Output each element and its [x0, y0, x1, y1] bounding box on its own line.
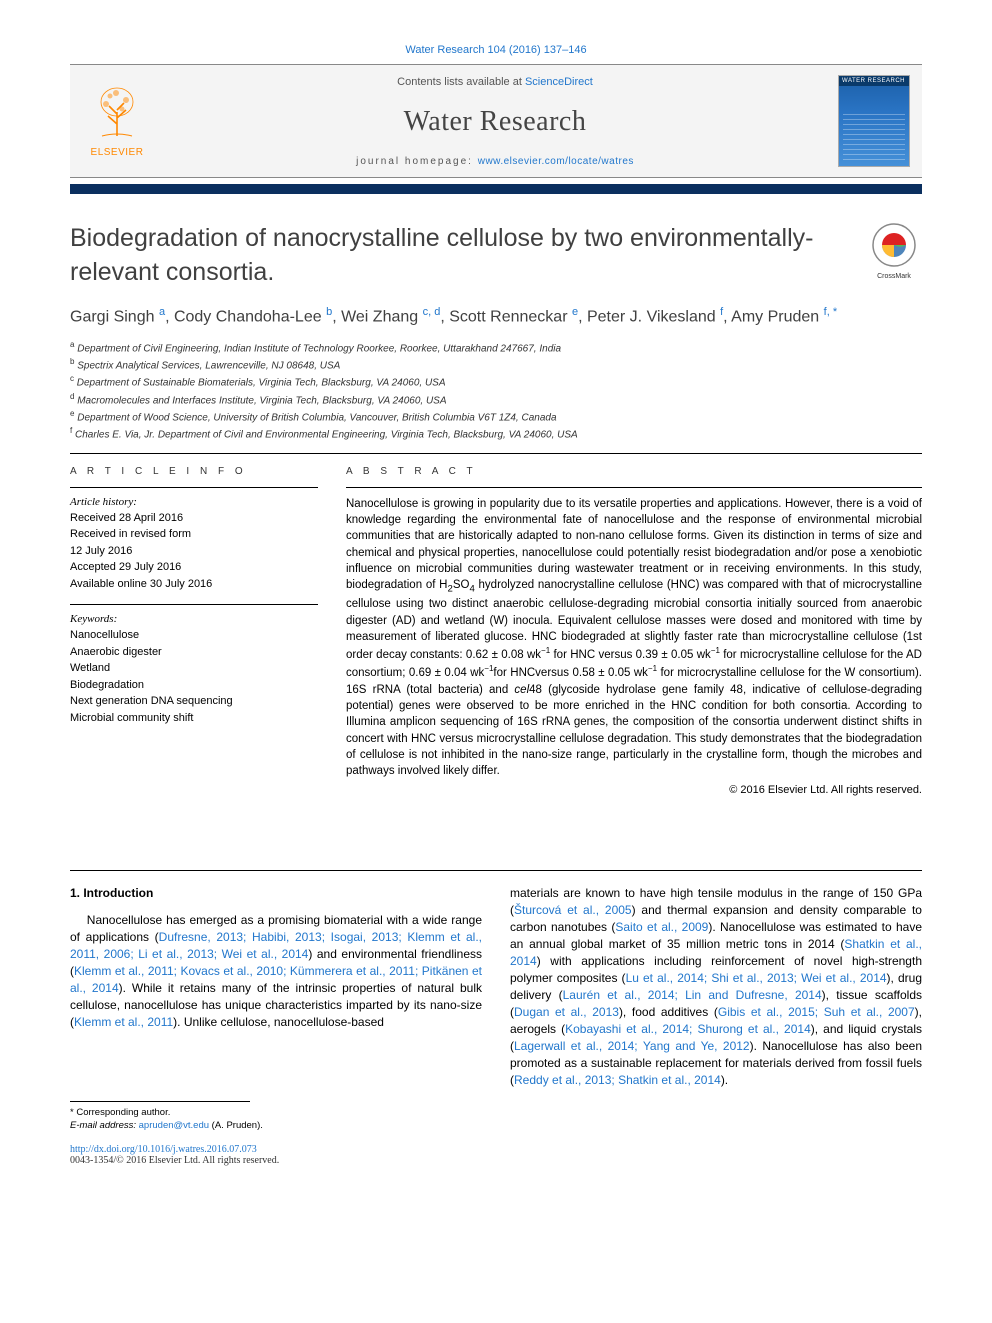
affiliations: a Department of Civil Engineering, India…: [70, 339, 922, 443]
history-item: Available online 30 July 2016: [70, 576, 318, 593]
article-history: Received 28 April 2016Received in revise…: [70, 510, 318, 593]
journal-cover-thumbnail: WATER RESEARCH: [838, 75, 910, 167]
keyword-item: Microbial community shift: [70, 710, 318, 727]
journal-header: ELSEVIER Contents lists available at Sci…: [70, 64, 922, 178]
sciencedirect-link[interactable]: ScienceDirect: [525, 76, 593, 88]
info-rule: [70, 487, 318, 488]
affiliation-line: d Macromolecules and Interfaces Institut…: [70, 391, 922, 408]
header-rule: [70, 184, 922, 194]
intro-heading: 1. Introduction: [70, 885, 482, 902]
intro-paragraph-1: Nanocellulose has emerged as a promising…: [70, 912, 482, 1031]
keyword-item: Wetland: [70, 660, 318, 677]
journal-name: Water Research: [152, 106, 838, 138]
keyword-item: Next generation DNA sequencing: [70, 693, 318, 710]
keywords-label: Keywords:: [70, 613, 318, 625]
abstract-label: A B S T R A C T: [346, 466, 922, 477]
publisher-logo: ELSEVIER: [82, 84, 152, 158]
article-title: Biodegradation of nanocrystalline cellul…: [70, 222, 850, 290]
keyword-item: Nanocellulose: [70, 627, 318, 644]
content-rule: [70, 453, 922, 454]
info-rule-2: [70, 604, 318, 605]
email-after: (A. Pruden).: [209, 1120, 263, 1131]
article-info-label: A R T I C L E I N F O: [70, 466, 318, 477]
elsevier-tree-icon: [94, 84, 140, 140]
affiliation-line: e Department of Wood Science, University…: [70, 408, 922, 425]
crossmark-label: CrossMark: [866, 273, 922, 280]
keywords-list: NanocelluloseAnaerobic digesterWetlandBi…: [70, 627, 318, 726]
history-item: Accepted 29 July 2016: [70, 559, 318, 576]
history-label: Article history:: [70, 496, 318, 508]
footer-copyright: 0043-1354/© 2016 Elsevier Ltd. All right…: [70, 1155, 922, 1166]
email-label: E-mail address:: [70, 1120, 139, 1131]
citation-line: Water Research 104 (2016) 137–146: [70, 44, 922, 56]
abstract-text: Nanocellulose is growing in popularity d…: [346, 496, 922, 780]
intro-paragraph-2: materials are known to have high tensile…: [510, 885, 922, 1089]
keyword-item: Biodegradation: [70, 677, 318, 694]
affiliation-line: b Spectrix Analytical Services, Lawrence…: [70, 356, 922, 373]
history-item: Received 28 April 2016: [70, 510, 318, 527]
homepage-link[interactable]: www.elsevier.com/locate/watres: [478, 156, 634, 167]
history-item: Received in revised form: [70, 526, 318, 543]
corresponding-label: * Corresponding author.: [70, 1106, 482, 1119]
history-item: 12 July 2016: [70, 543, 318, 560]
keyword-item: Anaerobic digester: [70, 644, 318, 661]
homepage-prefix: journal homepage:: [356, 156, 478, 167]
affiliation-line: c Department of Sustainable Biomaterials…: [70, 373, 922, 390]
journal-homepage-line: journal homepage: www.elsevier.com/locat…: [152, 156, 838, 167]
body-rule: [70, 870, 922, 871]
doi-link[interactable]: http://dx.doi.org/10.1016/j.watres.2016.…: [70, 1144, 922, 1155]
corresponding-author-block: * Corresponding author. E-mail address: …: [70, 1101, 482, 1133]
contents-prefix: Contents lists available at: [397, 76, 525, 88]
publisher-name: ELSEVIER: [82, 147, 152, 158]
corresponding-email[interactable]: apruden@vt.edu: [139, 1120, 209, 1131]
contents-available-line: Contents lists available at ScienceDirec…: [152, 76, 838, 88]
crossmark-badge[interactable]: CrossMark: [866, 222, 922, 280]
cover-label: WATER RESEARCH: [839, 76, 909, 86]
body-columns: 1. Introduction Nanocellulose has emerge…: [70, 885, 922, 1133]
affiliation-line: f Charles E. Via, Jr. Department of Civi…: [70, 425, 922, 442]
abstract-rule: [346, 487, 922, 488]
affiliation-line: a Department of Civil Engineering, India…: [70, 339, 922, 356]
crossmark-icon: [871, 222, 917, 268]
author-list: Gargi Singh a, Cody Chandoha-Lee b, Wei …: [70, 304, 922, 329]
abstract-copyright: © 2016 Elsevier Ltd. All rights reserved…: [346, 784, 922, 796]
